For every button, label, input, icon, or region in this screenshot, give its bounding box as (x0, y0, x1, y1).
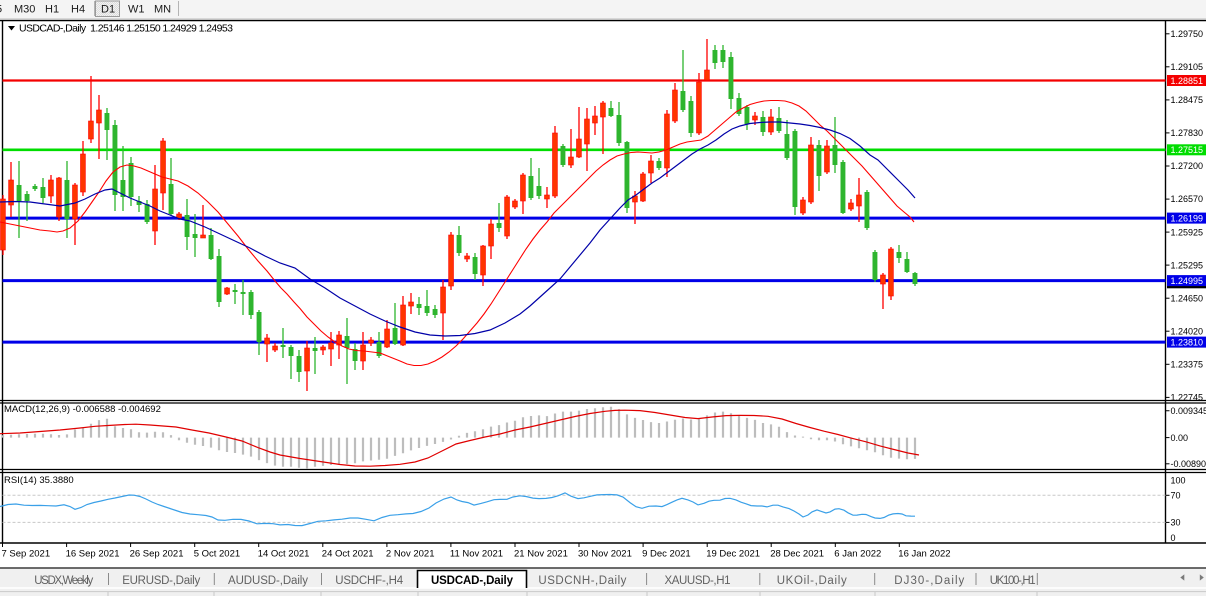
svg-text:5: 5 (0, 4, 2, 16)
svg-text:26 Sep 2021: 26 Sep 2021 (130, 549, 184, 560)
svg-text:21 Nov 2021: 21 Nov 2021 (514, 549, 568, 560)
svg-text:1.24650: 1.24650 (1171, 293, 1204, 303)
svg-text:EURUSD-,Daily: EURUSD-,Daily (122, 575, 200, 587)
svg-text:1.29105: 1.29105 (1171, 62, 1204, 72)
svg-text:30 Nov 2021: 30 Nov 2021 (578, 549, 632, 560)
svg-text:1.22745: 1.22745 (1171, 393, 1204, 403)
svg-text:1.27515: 1.27515 (1171, 145, 1204, 155)
svg-text:9 Dec 2021: 9 Dec 2021 (642, 549, 691, 560)
svg-text:1.27830: 1.27830 (1171, 128, 1204, 138)
svg-text:MACD(12,26,9) -0.006588 -0.004: MACD(12,26,9) -0.006588 -0.004692 (4, 404, 161, 415)
svg-text:H4: H4 (71, 4, 85, 16)
svg-text:16 Sep 2021: 16 Sep 2021 (66, 549, 120, 560)
svg-text:11 Nov 2021: 11 Nov 2021 (450, 549, 503, 560)
svg-text:MN: MN (154, 4, 171, 16)
svg-text:USDX,Weekly: USDX,Weekly (34, 575, 93, 587)
svg-text:1.27200: 1.27200 (1171, 161, 1204, 171)
svg-text:1.23810: 1.23810 (1171, 338, 1204, 348)
svg-text:H1: H1 (45, 4, 59, 16)
svg-text:UKOil-,Daily: UKOil-,Daily (777, 575, 847, 587)
svg-text:30: 30 (1171, 518, 1181, 528)
svg-text:14 Oct 2021: 14 Oct 2021 (258, 549, 310, 560)
svg-text:100: 100 (1171, 476, 1186, 486)
svg-text:USDCAD-,Daily: USDCAD-,Daily (431, 575, 514, 587)
svg-text:1.24020: 1.24020 (1171, 326, 1204, 336)
svg-text:0.00: 0.00 (1171, 433, 1189, 443)
svg-text:0.009345: 0.009345 (1171, 406, 1206, 416)
svg-text:1.28851: 1.28851 (1171, 76, 1204, 86)
svg-text:USDCAD-,Daily 1.25146 1.25150: USDCAD-,Daily 1.25146 1.25150 1.24929 1.… (19, 23, 233, 35)
svg-text:XAUUSD-,H1: XAUUSD-,H1 (665, 575, 731, 587)
svg-text:1.25295: 1.25295 (1171, 260, 1204, 270)
svg-text:16 Jan 2022: 16 Jan 2022 (898, 549, 950, 560)
svg-text:DJ30-,Daily: DJ30-,Daily (894, 575, 964, 587)
svg-text:70: 70 (1171, 491, 1181, 501)
svg-text:1.24995: 1.24995 (1171, 276, 1204, 286)
svg-text:1.29750: 1.29750 (1171, 29, 1204, 39)
svg-text:USDCNH-,Daily: USDCNH-,Daily (538, 575, 626, 587)
svg-text:-0.008905: -0.008905 (1171, 459, 1206, 469)
svg-text:1.25925: 1.25925 (1171, 227, 1204, 237)
svg-text:1.28475: 1.28475 (1171, 95, 1204, 105)
svg-text:UK100-,H1: UK100-,H1 (990, 575, 1036, 587)
svg-text:M30: M30 (14, 4, 35, 16)
svg-text:W1: W1 (128, 4, 145, 16)
svg-text:6 Jan 2022: 6 Jan 2022 (834, 549, 881, 560)
svg-text:1.26570: 1.26570 (1171, 194, 1204, 204)
svg-text:USDCHF-,H4: USDCHF-,H4 (335, 575, 404, 587)
svg-text:19 Dec 2021: 19 Dec 2021 (706, 549, 760, 560)
svg-text:2 Nov 2021: 2 Nov 2021 (386, 549, 435, 560)
svg-text:1.23375: 1.23375 (1171, 360, 1204, 370)
svg-text:24 Oct 2021: 24 Oct 2021 (322, 549, 374, 560)
svg-text:1.26199: 1.26199 (1171, 214, 1204, 224)
svg-text:RSI(14) 35.3880: RSI(14) 35.3880 (4, 475, 74, 486)
svg-text:D1: D1 (101, 4, 115, 16)
svg-text:AUDUSD-,Daily: AUDUSD-,Daily (228, 575, 308, 587)
svg-text:0: 0 (1171, 533, 1176, 543)
svg-text:28 Dec 2021: 28 Dec 2021 (770, 549, 824, 560)
svg-text:7 Sep 2021: 7 Sep 2021 (2, 549, 51, 560)
svg-text:5 Oct 2021: 5 Oct 2021 (194, 549, 240, 560)
